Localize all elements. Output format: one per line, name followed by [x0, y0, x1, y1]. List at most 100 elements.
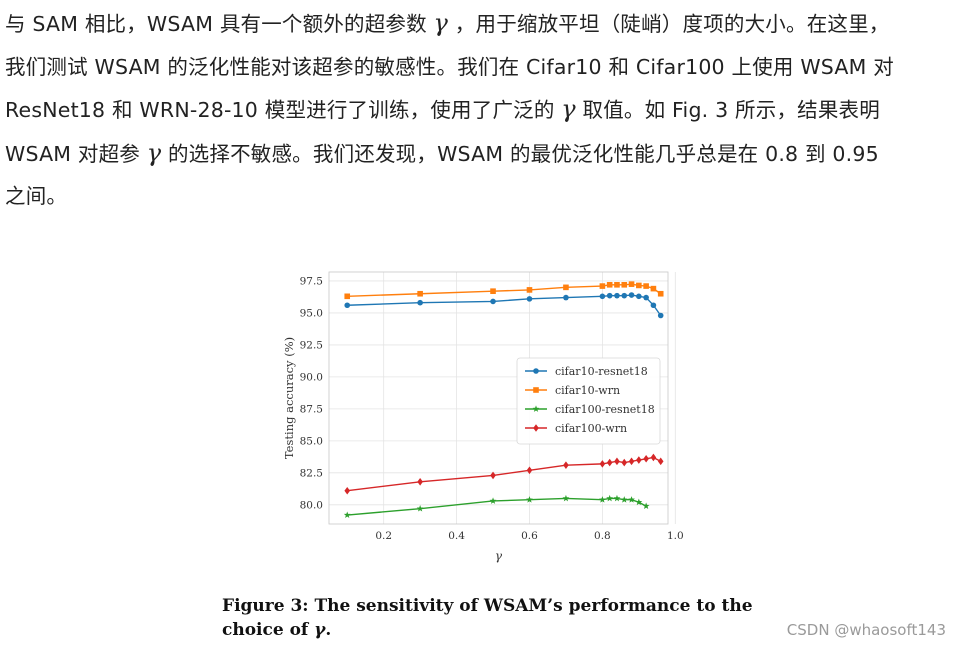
y-tick-label: 87.5	[300, 403, 323, 415]
data-point	[490, 288, 496, 294]
chart-legend: cifar10-resnet18 cifar10-wrn cifar100-resn…	[516, 357, 661, 445]
paragraph-text: 与 SAM 相比，WSAM 具有一个额外的超参数	[5, 12, 434, 36]
legend-marker	[533, 387, 539, 393]
data-point	[563, 461, 569, 469]
legend-label: cifar100-resnet18	[555, 403, 655, 416]
paragraph-text: ResNet18 和 WRN-28-10 模型进行了训练，使用了广泛的	[5, 98, 562, 122]
y-tick-label: 80.0	[300, 499, 323, 511]
paragraph-text: 的选择不敏感。我们还发现，WSAM 的最优泛化性能几乎总是在 0.8 到 0.9…	[161, 141, 879, 166]
data-point	[526, 496, 533, 503]
chart-axes: 0.2 0.4 0.6 0.8 1.0 80.0 82.5 85.0 87.5 90.0 92.5 9…	[282, 271, 684, 563]
data-point	[636, 282, 642, 289]
x-tick-label: 1.0	[667, 530, 684, 542]
y-axis-label: Testing accuracy (%)	[282, 337, 296, 459]
series-cifar100-wrn	[344, 453, 664, 495]
data-point	[599, 460, 606, 468]
watermark: CSDN @whaosoft143	[786, 621, 946, 639]
data-point	[490, 471, 496, 480]
data-point	[650, 453, 657, 462]
x-tick-label: 0.4	[448, 530, 465, 542]
caption-text: .	[325, 620, 332, 640]
paragraph-text: 取值。如 Fig. 3 所示，结果表明	[575, 98, 880, 122]
paragraph-line-5: 之间。	[5, 184, 68, 208]
data-point	[490, 298, 496, 305]
paragraph-line-4: WSAM 对超参 γ 的选择不敏感。我们还发现，WSAM 的最优泛化性能几乎总是…	[5, 132, 955, 176]
x-axis-label: γ	[495, 549, 503, 563]
data-point	[606, 281, 613, 288]
data-point	[621, 458, 628, 467]
data-point	[417, 290, 423, 297]
data-point	[614, 281, 620, 288]
data-point	[562, 494, 570, 502]
data-point	[599, 283, 606, 289]
legend-label: cifar100-wrn	[555, 422, 627, 435]
x-tick-label: 0.8	[594, 530, 611, 542]
data-point	[650, 302, 657, 309]
data-point	[526, 287, 533, 293]
data-point	[344, 486, 351, 495]
data-point	[657, 312, 664, 319]
paragraph-text: ，用于缩放平坦（陡峭）度项的大小。在这里，	[448, 12, 890, 36]
data-point	[343, 511, 351, 518]
y-tick-label: 85.0	[300, 435, 323, 447]
series-cifar100-resnet18	[343, 494, 650, 518]
gamma-symbol: γ	[314, 620, 326, 640]
figure-caption: Figure 3: The sensitivity of WSAM’s perf…	[222, 594, 762, 642]
caption-line-2: choice of γ.	[222, 618, 762, 642]
data-point	[416, 505, 424, 512]
y-tick-label: 97.5	[300, 275, 323, 287]
data-point	[657, 290, 664, 297]
data-point	[636, 456, 642, 464]
gamma-symbol: γ	[561, 95, 576, 123]
data-point	[628, 496, 635, 503]
legend-box	[516, 357, 661, 445]
data-point	[489, 497, 497, 504]
gamma-symbol: γ	[146, 138, 162, 167]
y-tick-label: 82.5	[300, 467, 323, 479]
data-point	[606, 458, 613, 467]
data-point	[621, 292, 628, 299]
data-point	[344, 293, 351, 300]
data-point	[606, 494, 614, 502]
paragraph-text: WSAM 对超参	[5, 141, 147, 166]
data-point	[599, 293, 606, 300]
data-point	[614, 457, 620, 466]
series-cifar10-resnet18	[344, 292, 664, 319]
data-point	[563, 284, 569, 291]
data-point	[620, 496, 628, 503]
data-point	[643, 454, 649, 463]
data-point	[417, 299, 423, 306]
sensitivity-chart: 0.2 0.4 0.6 0.8 1.0 80.0 82.5 85.0 87.5 90.0 92.5 9…	[282, 271, 684, 563]
body-paragraph: 与 SAM 相比，WSAM 具有一个额外的超参数 γ ，用于缩放平坦（陡峭）度项…	[5, 2, 955, 218]
data-point	[621, 281, 628, 288]
gamma-symbol: γ	[433, 9, 449, 37]
data-point	[635, 498, 643, 506]
data-point	[614, 292, 620, 299]
data-point	[650, 285, 657, 292]
legend-label: cifar10-resnet18	[555, 365, 648, 378]
series-cifar10-wrn	[344, 281, 664, 300]
data-point	[344, 302, 351, 309]
plot-frame	[328, 271, 669, 525]
x-tick-label: 0.2	[375, 530, 392, 542]
x-tick-label: 0.6	[521, 530, 538, 542]
legend-marker	[533, 368, 539, 374]
legend-entry: cifar10-resnet18	[525, 365, 648, 378]
legend-label: cifar10-wrn	[555, 384, 620, 397]
legend-entry: cifar100-resnet18	[525, 403, 655, 416]
data-point	[628, 292, 635, 298]
paragraph-line-3: ResNet18 和 WRN-28-10 模型进行了训练，使用了广泛的 γ 取值…	[5, 88, 955, 132]
y-tick-label: 90.0	[300, 371, 323, 383]
data-point	[628, 457, 635, 466]
data-point	[606, 292, 613, 299]
data-point	[657, 457, 664, 466]
data-point	[563, 294, 569, 301]
data-point	[642, 502, 650, 509]
caption-line-1: Figure 3: The sensitivity of WSAM’s perf…	[222, 596, 753, 616]
paragraph-line-1: 与 SAM 相比，WSAM 具有一个额外的超参数 γ ，用于缩放平坦（陡峭）度项…	[5, 2, 955, 46]
figure-3: 0.2 0.4 0.6 0.8 1.0 80.0 82.5 85.0 87.5 90.0 92.5 9…	[275, 258, 685, 578]
y-tick-label: 95.0	[300, 307, 323, 319]
chart-series	[343, 281, 664, 518]
data-point	[636, 293, 642, 300]
data-point	[417, 477, 423, 486]
